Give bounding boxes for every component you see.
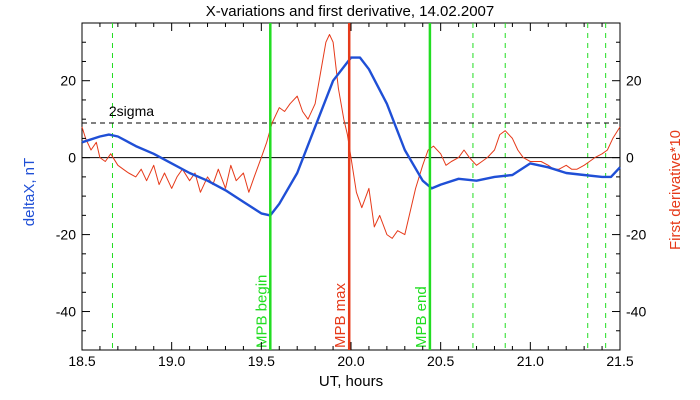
x-axis-label: UT, hours [319,373,383,390]
y-axis-ticks: -40 -40 -20 -20 0 0 20 20 [56,22,646,351]
derivative-series [81,34,621,239]
y-tick-label-left: 0 [68,150,76,166]
y-tick-label-left: -20 [56,227,76,243]
x-axis-ticks: 18.5 19.0 19.5 20.0 20.5 21.0 21.5 [68,23,634,369]
two-sigma-label: 2sigma [109,103,154,119]
dashed-markers [111,23,607,350]
y-axis-label-left: deltaX, nT [21,158,38,226]
y-axis-label-right: First derivative*10 [667,130,684,250]
y-tick-label-right: 0 [626,150,634,166]
y-tick-label-right: 20 [626,73,642,89]
x-tick-label: 20.0 [337,353,364,369]
event-label: MPB begin [253,275,270,348]
x-tick-label: 19.5 [248,353,275,369]
deltax-series [81,56,621,217]
x-tick-label: 21.0 [517,353,544,369]
y-tick-label-left: -40 [56,304,76,320]
event-lines: MPB begin MPB max MPB end [253,23,432,350]
derivative-line [81,34,621,239]
x-tick-label: 19.0 [158,353,185,369]
x-tick-label: 20.5 [427,353,454,369]
event-label: MPB max [332,282,349,348]
y-tick-label-left: 20 [60,73,76,89]
event-label: MPB end [413,286,430,348]
plot-frame [81,22,621,351]
y-tick-label-right: -40 [626,304,646,320]
y-tick-label-right: -20 [626,227,646,243]
deltax-line [81,56,621,217]
x-tick-label: 18.5 [68,353,95,369]
x-tick-label: 21.5 [606,353,633,369]
chart-title: X-variations and first derivative, 14.02… [206,3,495,20]
